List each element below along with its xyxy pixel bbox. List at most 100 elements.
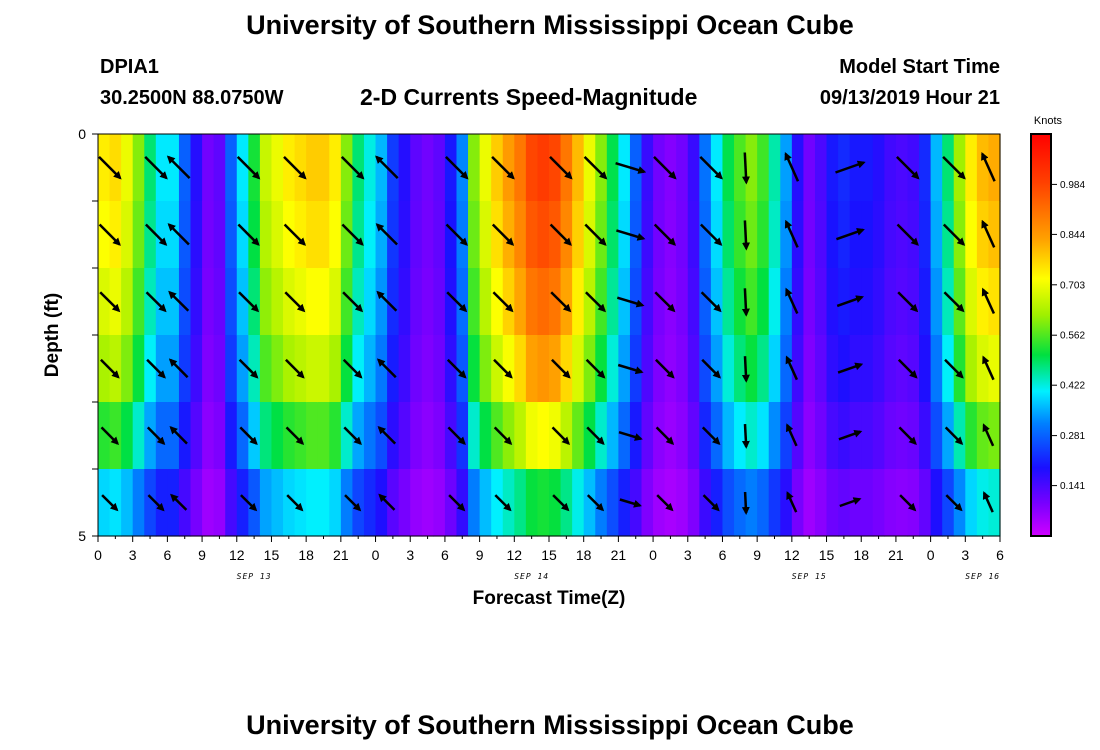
heatmap-cell xyxy=(271,201,284,269)
heatmap-cell xyxy=(109,402,122,470)
heatmap-cell xyxy=(838,469,851,537)
heatmap-cell xyxy=(155,134,168,202)
heatmap-cell xyxy=(745,335,758,403)
x-tick-label: 0 xyxy=(649,547,657,563)
heatmap-cell xyxy=(259,268,273,336)
heatmap-cell xyxy=(444,201,458,269)
y-tick-label: 5 xyxy=(78,528,86,544)
heatmap-cell xyxy=(421,268,434,336)
current-vector-arrow xyxy=(617,363,644,375)
heatmap-cell xyxy=(525,469,539,537)
heatmap-cell xyxy=(190,469,203,537)
x-tick-label: 21 xyxy=(333,547,349,563)
heatmap-cell xyxy=(502,268,515,336)
heatmap-cell xyxy=(132,469,145,537)
current-vector-arrow xyxy=(835,228,865,241)
current-vector-arrow xyxy=(283,223,307,246)
heatmap-cell xyxy=(317,335,330,403)
heatmap-cell xyxy=(444,134,458,202)
heatmap-cell xyxy=(433,335,446,403)
heatmap-cell xyxy=(248,268,261,336)
heatmap-cell xyxy=(433,134,446,202)
heatmap-cell xyxy=(641,335,654,403)
current-vector-arrow xyxy=(377,425,397,445)
current-vector-arrow xyxy=(493,426,513,446)
heatmap-cell xyxy=(734,268,747,336)
heatmap-cell xyxy=(595,469,608,537)
heatmap-cell xyxy=(965,402,978,470)
x-tick-label: 0 xyxy=(372,547,380,563)
heatmap-cell xyxy=(421,402,434,470)
heatmap-cell xyxy=(225,469,238,537)
heatmap-cell xyxy=(329,335,342,403)
current-vector-arrow xyxy=(145,223,168,246)
heatmap-cell xyxy=(410,268,423,336)
heatmap-cell xyxy=(283,201,296,269)
current-vector-arrow xyxy=(654,291,676,313)
heatmap-cell xyxy=(259,402,273,470)
current-vector-arrow xyxy=(284,291,306,313)
heatmap-cell xyxy=(178,402,192,470)
heatmap-cell xyxy=(861,201,874,269)
heatmap-cell xyxy=(155,201,168,269)
heatmap-cell xyxy=(699,335,712,403)
x-tick-label: 0 xyxy=(927,547,935,563)
heatmap-cell xyxy=(976,335,990,403)
heatmap-cell xyxy=(572,469,585,537)
heatmap-cell xyxy=(363,268,377,336)
heatmap-cell xyxy=(202,201,215,269)
heatmap-cell xyxy=(248,469,261,537)
heatmap-cell xyxy=(167,134,180,202)
heatmap-cell xyxy=(653,268,666,336)
heatmap-cell xyxy=(144,469,157,537)
heatmap-cell xyxy=(791,402,805,470)
heatmap-cell xyxy=(768,134,781,202)
heatmap-cell xyxy=(572,335,585,403)
current-vector-arrow xyxy=(283,156,307,180)
current-vector-arrow xyxy=(549,223,572,246)
current-vector-arrow xyxy=(98,223,121,246)
heatmap-cell xyxy=(537,134,550,202)
heatmap-cell xyxy=(861,134,874,202)
heatmap-cell xyxy=(965,469,978,537)
heatmap-cell xyxy=(456,469,469,537)
heatmap-cell xyxy=(468,335,481,403)
heatmap-cell xyxy=(421,469,434,537)
heatmap-cell xyxy=(109,201,122,269)
heatmap-cell xyxy=(803,335,816,403)
heatmap-cell xyxy=(502,201,515,269)
current-vector-arrow xyxy=(343,426,362,446)
heatmap-cell xyxy=(352,201,365,269)
date-label: SEP 14 xyxy=(514,572,549,581)
chart-title: 2-D Currents Speed-Magnitude xyxy=(360,84,698,110)
heatmap-cell xyxy=(710,469,724,537)
heatmap-cell xyxy=(965,335,978,403)
current-vector-arrow xyxy=(586,426,605,446)
current-vector-arrow xyxy=(699,156,723,180)
current-vector-arrow xyxy=(491,223,515,246)
heatmap-cell xyxy=(664,201,677,269)
current-vector-arrow xyxy=(615,162,647,174)
current-vector-arrow xyxy=(896,156,920,180)
heatmap-cell xyxy=(514,201,527,269)
heatmap-cell xyxy=(895,469,909,537)
heatmap-cell xyxy=(340,335,354,403)
heatmap-cell xyxy=(976,469,990,537)
heatmap-cell xyxy=(456,402,469,470)
x-tick-label: 15 xyxy=(264,547,280,563)
heatmap-cell xyxy=(988,402,1001,470)
current-vector-arrow xyxy=(616,229,646,241)
current-vector-arrow xyxy=(742,152,750,185)
current-vector-arrow xyxy=(586,494,605,512)
heatmap-cell xyxy=(294,201,307,269)
x-tick-label: 6 xyxy=(719,547,727,563)
current-vector-arrow xyxy=(166,155,191,179)
heatmap-cell xyxy=(132,201,145,269)
current-vector-arrow xyxy=(784,219,799,248)
heatmap-cell xyxy=(178,134,192,202)
heatmap-cell xyxy=(317,134,330,202)
heatmap-cell xyxy=(734,201,747,269)
heatmap-cell xyxy=(363,335,377,403)
heatmap-cell xyxy=(930,134,943,202)
heatmap-cell xyxy=(144,335,157,403)
